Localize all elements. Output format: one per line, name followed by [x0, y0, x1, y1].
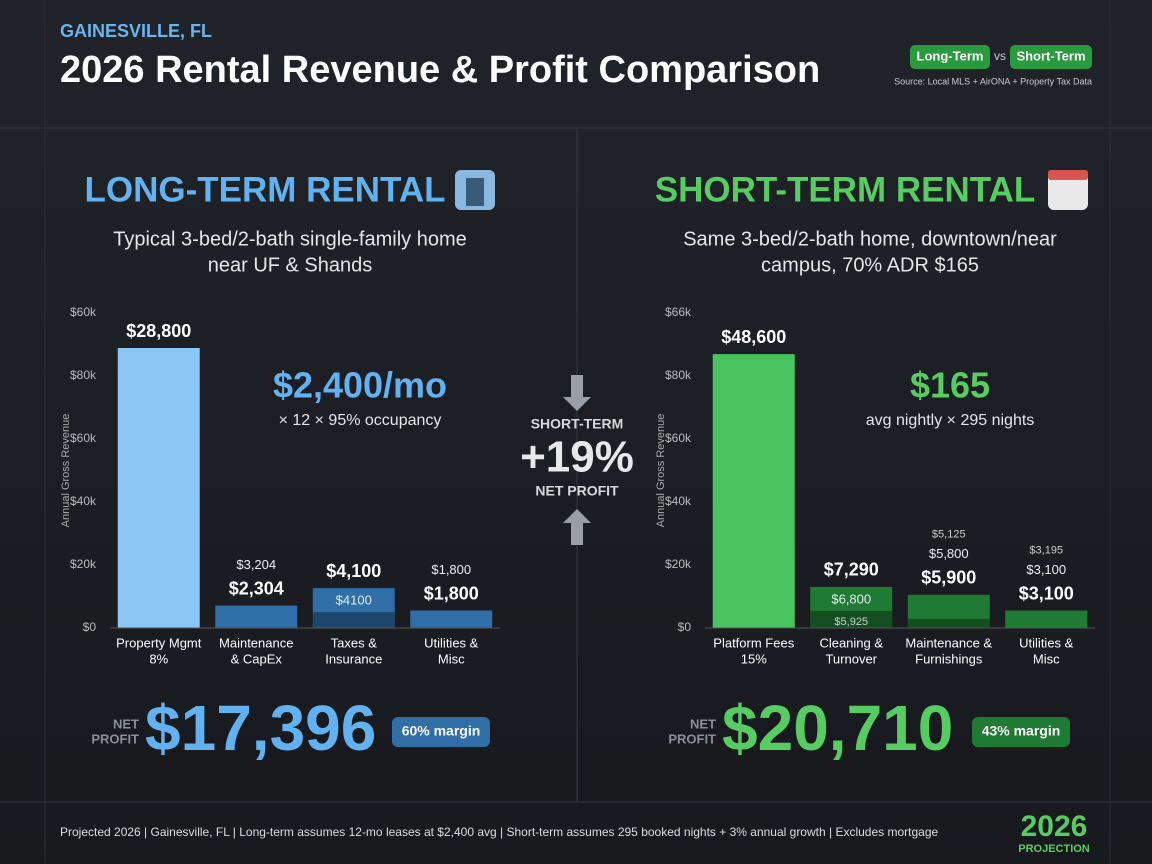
margin-label: 43% margin	[982, 723, 1061, 739]
panel-subtitle: near UF & Shands	[208, 254, 373, 276]
bar	[1005, 610, 1088, 628]
highlight-value: $2,400/mo	[273, 365, 447, 406]
net-label: NET	[113, 716, 139, 731]
x-tick-label: & CapEx	[231, 651, 283, 666]
icon	[466, 178, 484, 206]
legend-sep: vs	[994, 49, 1006, 63]
y-axis-label: Annual Gross Revenue	[60, 414, 72, 528]
comparison-value: +19%	[520, 433, 634, 482]
y-tick-label: $66k	[665, 305, 692, 319]
x-tick-label: Cleaning &	[819, 635, 883, 650]
x-tick-label: Property Mgmt	[116, 635, 202, 650]
bar	[907, 594, 990, 628]
inner-label: $6,800	[831, 591, 871, 606]
value-label: $4,100	[326, 561, 381, 581]
x-tick-label: Furnishings	[915, 651, 983, 666]
panel-subtitle: campus, 70% ADR $165	[761, 254, 979, 276]
x-tick-label: 8%	[149, 651, 168, 666]
y-tick-label: $40k	[70, 494, 97, 508]
value-label: $2,304	[229, 578, 284, 598]
highlight-value: $165	[910, 365, 990, 406]
arrow	[563, 375, 591, 411]
x-tick-label: Misc	[1033, 651, 1060, 666]
value-label: $1,800	[424, 583, 479, 603]
y-tick-label: $60k	[70, 431, 97, 445]
inner-sublabel: $3,195	[1029, 544, 1063, 556]
inner-label: $4100	[336, 593, 372, 608]
net-label: PROFIT	[668, 731, 716, 746]
inner-label: $1,800	[431, 562, 471, 577]
x-tick-label: Utilities &	[424, 635, 479, 650]
highlight-note: avg nightly × 295 nights	[866, 412, 1035, 429]
legend-item: Long-Term	[917, 48, 984, 63]
bar	[810, 586, 893, 628]
legend-item: Short-Term	[1016, 48, 1085, 63]
panel-title: SHORT-TERM RENTAL	[655, 170, 1035, 209]
y-tick-label: $60k	[665, 431, 692, 445]
margin-label: 60% margin	[402, 723, 481, 739]
net-value: $17,396	[145, 692, 376, 764]
x-tick-label: Maintenance &	[905, 635, 992, 650]
x-tick-label: Maintenance	[219, 635, 293, 650]
highlight-note: × 12 × 95% occupancy	[279, 412, 442, 429]
bar-shade	[907, 618, 990, 628]
footer-badge-sub: PROJECTION	[1018, 843, 1090, 855]
y-tick-label: $0	[678, 620, 692, 634]
comparison-top: SHORT-TERM	[531, 416, 624, 432]
panel-title: LONG-TERM RENTAL	[85, 170, 446, 209]
bar-shade	[312, 612, 395, 628]
bar	[410, 610, 493, 628]
x-tick-label: Utilities &	[1019, 635, 1074, 650]
legend-chip	[1010, 45, 1092, 69]
value-label: $28,800	[126, 321, 191, 341]
y-tick-label: $0	[83, 620, 97, 634]
source: Source: Local MLS + AirONA + Property Ta…	[894, 76, 1092, 86]
location: GAINESVILLE, FL	[60, 21, 212, 41]
legend-chip	[910, 45, 990, 69]
panel-subtitle: Same 3-bed/2-bath home, downtown/near	[683, 228, 1057, 250]
y-tick-label: $40k	[665, 494, 692, 508]
y-tick-label: $20k	[665, 557, 692, 571]
comparison-bottom: NET PROFIT	[535, 483, 619, 499]
panel-subtitle: Typical 3-bed/2-bath single-family home	[113, 228, 467, 250]
value-label: $3,100	[1019, 583, 1074, 603]
x-tick-label: Taxes &	[331, 635, 378, 650]
value-label: $7,290	[824, 560, 879, 580]
y-tick-label: $80k	[70, 368, 97, 382]
x-tick-label: 15%	[741, 651, 767, 666]
inner-label: $3,100	[1026, 562, 1066, 577]
x-tick-label: Misc	[438, 651, 465, 666]
margin-chip	[392, 717, 490, 747]
value-label: $5,900	[921, 568, 976, 588]
icon	[1048, 170, 1088, 180]
inner-label: $3,204	[236, 557, 276, 572]
footer-note: Projected 2026 | Gainesville, FL | Long-…	[60, 825, 938, 839]
margin-chip	[972, 717, 1070, 747]
net-label: NET	[690, 716, 716, 731]
y-tick-label: $60k	[70, 305, 97, 319]
net-value: $20,710	[722, 692, 953, 764]
bar	[312, 588, 395, 628]
bar-shade	[810, 610, 893, 628]
inner-sublabel: $5,925	[834, 616, 868, 628]
inner-label: $5,800	[929, 546, 969, 561]
y-tick-label: $80k	[665, 368, 692, 382]
x-tick-label: Turnover	[825, 651, 877, 666]
bar	[712, 354, 795, 628]
title: 2026 Rental Revenue & Profit Comparison	[60, 49, 820, 91]
bar	[215, 605, 298, 628]
value-label: $48,600	[721, 327, 786, 347]
x-tick-label: Platform Fees	[713, 635, 794, 650]
net-label: PROFIT	[91, 731, 139, 746]
y-axis-label: Annual Gross Revenue	[655, 414, 667, 528]
inner-sublabel: $5,125	[932, 529, 966, 541]
x-tick-label: Insurance	[325, 651, 382, 666]
footer-badge: 2026	[1021, 810, 1088, 843]
bar	[117, 348, 200, 628]
y-tick-label: $20k	[70, 557, 97, 571]
arrow	[563, 509, 591, 545]
